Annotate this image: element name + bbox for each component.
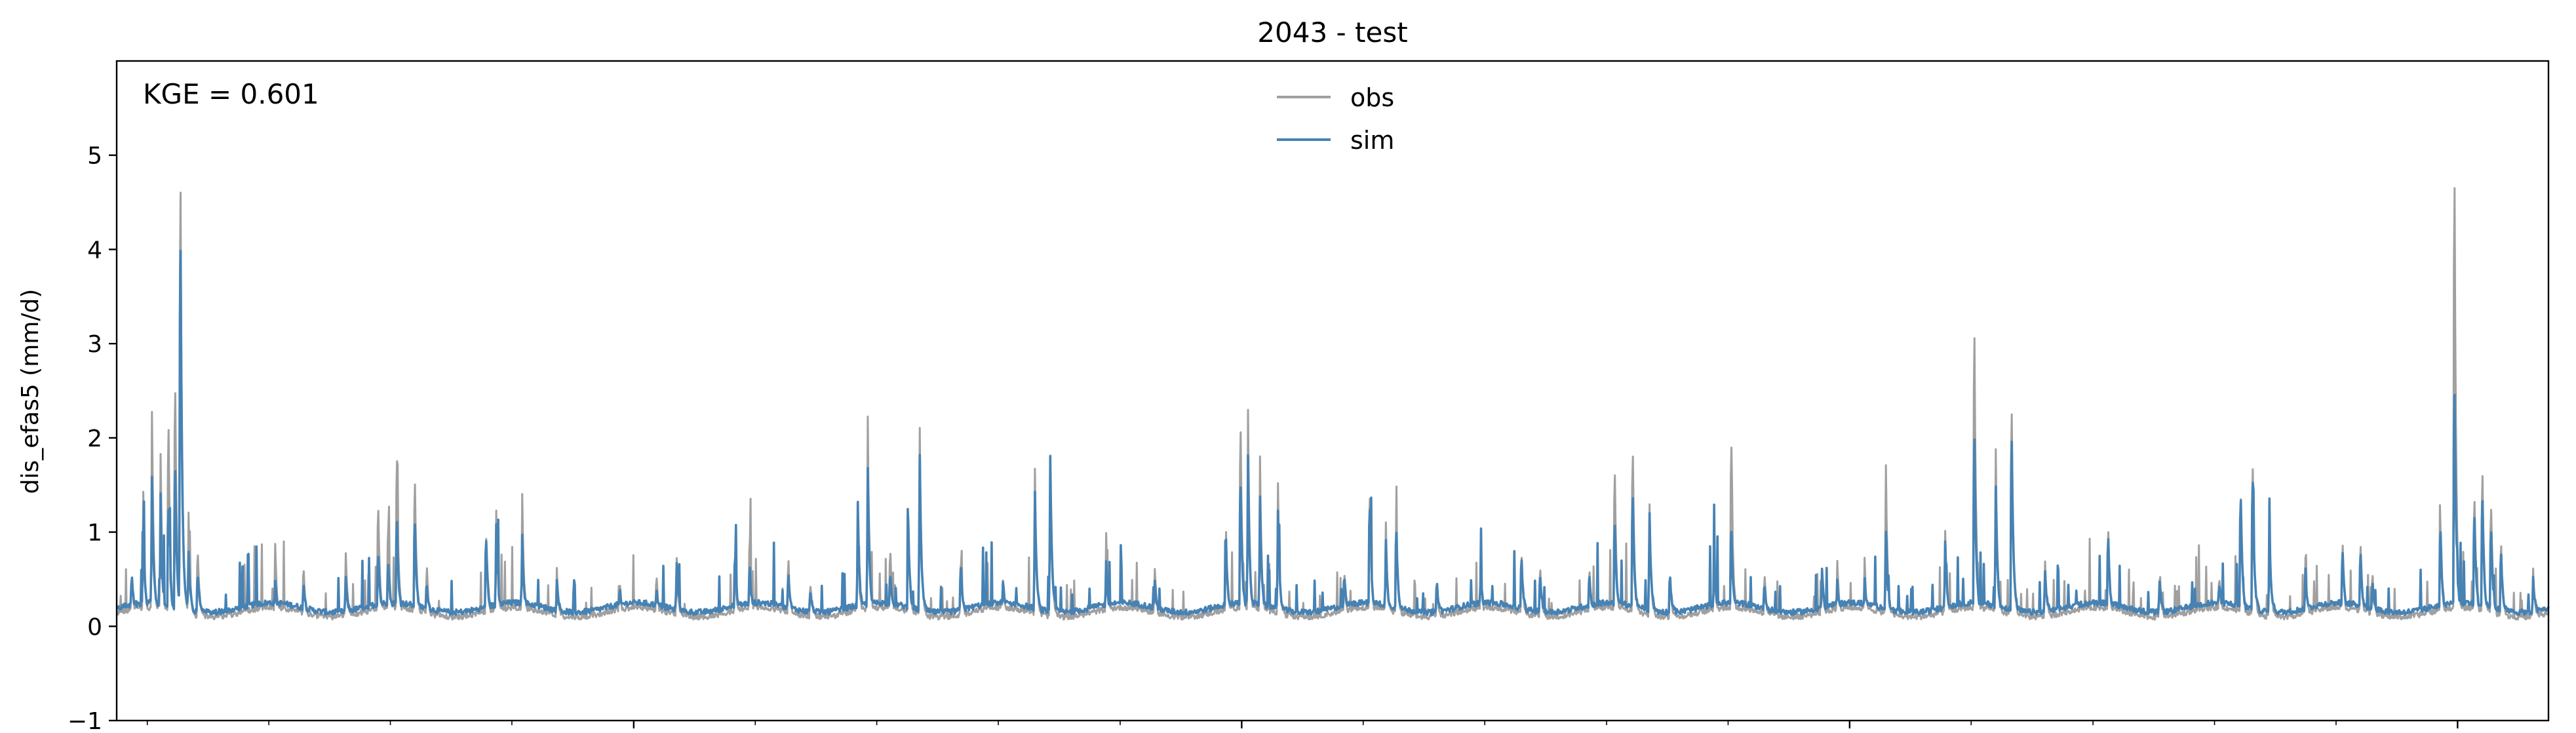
series-line-obs <box>116 187 2550 621</box>
y-tick-label: 3 <box>87 331 102 358</box>
y-tick-label: 0 <box>87 614 102 641</box>
legend: obs sim <box>1277 83 1394 155</box>
y-axis-label: dis_efas5 (mm/d) <box>17 289 44 494</box>
y-tick-label: 5 <box>87 143 102 170</box>
y-axis-ticks: −1 0 1 2 3 4 5 <box>68 143 117 733</box>
plot-area-frame <box>115 60 2550 722</box>
legend-sim-label: sim <box>1350 126 1394 155</box>
series-layer <box>115 187 2550 621</box>
y-tick-label: 4 <box>87 237 102 264</box>
y-tick-label: −1 <box>68 708 102 733</box>
y-tick-label: 2 <box>87 426 102 452</box>
y-tick-label: 1 <box>87 520 102 547</box>
chart-title: 2043 - test <box>1257 16 1407 49</box>
series-line-sim <box>115 249 2550 616</box>
legend-obs-label: obs <box>1350 83 1394 112</box>
x-axis-ticks: 2005201020152020 <box>146 721 2459 728</box>
kge-annotation: KGE = 0.601 <box>143 78 319 110</box>
